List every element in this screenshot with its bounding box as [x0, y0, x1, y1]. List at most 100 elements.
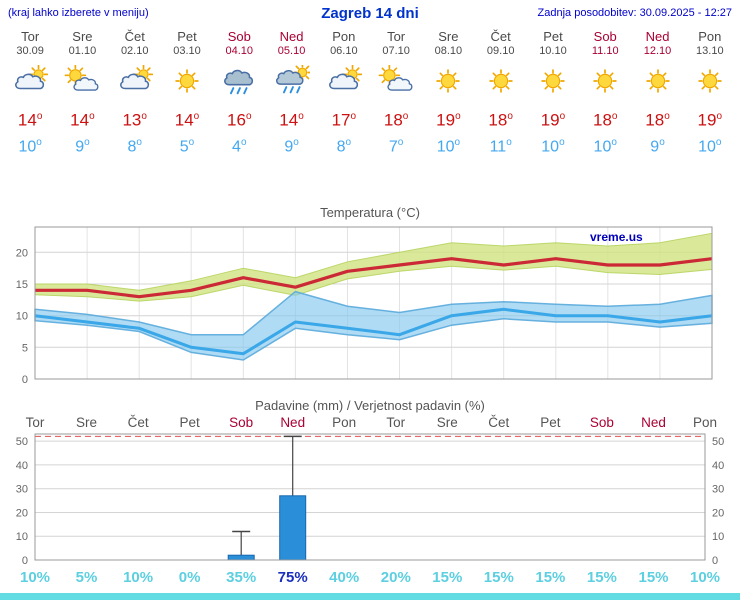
forecast-day: Pet 10.10 19o 10o — [527, 29, 579, 156]
forecast-day: Pon 13.10 19o 10o — [684, 29, 736, 156]
day-date: 13.10 — [696, 45, 724, 57]
min-temperature: 9o — [284, 136, 299, 155]
precip-y-axis-label-right: 20 — [712, 507, 724, 519]
forecast-day: Sre 01.10 14o 9o — [56, 29, 108, 156]
temp-y-axis-label: 0 — [22, 374, 28, 386]
sunny-icon — [579, 65, 631, 99]
max-temperature: 16o — [227, 110, 252, 130]
precip-day-label: Sre — [76, 415, 97, 430]
precip-probability: 15% — [432, 569, 462, 586]
precip-bar — [227, 554, 255, 561]
precip-day-label: Tor — [386, 415, 405, 430]
precip-probability: 40% — [329, 569, 359, 586]
forecast-day: Pon 06.10 17o 8o — [318, 29, 370, 156]
day-name: Ned — [279, 29, 304, 44]
max-temperature: 13o — [122, 110, 147, 130]
precip-probability: 75% — [278, 569, 308, 586]
sunny-icon — [161, 65, 213, 99]
precip-probability: 15% — [535, 569, 565, 586]
max-temperature: 18o — [592, 110, 618, 130]
forecast-day: Ned 12.10 18o 9o — [631, 29, 683, 156]
precip-y-axis-label-left: 10 — [16, 531, 28, 543]
max-temperature: 14o — [174, 110, 200, 130]
precip-day-label: Tor — [26, 415, 45, 430]
day-name: Tor — [387, 29, 406, 44]
max-temperature: 14o — [17, 110, 43, 130]
plot-frame — [34, 433, 706, 561]
day-date: 07.10 — [382, 45, 410, 57]
max-temperature: 19o — [436, 110, 461, 130]
sunny-icon — [475, 65, 527, 99]
precip-day-label: Čet — [128, 415, 149, 430]
precip-y-axis-label-left: 30 — [16, 484, 28, 496]
day-name: Pet — [543, 29, 563, 44]
day-name: Ned — [645, 29, 670, 44]
temperature-chart-title: Temperatura (°C) — [320, 204, 420, 220]
day-name: Sob — [227, 29, 251, 44]
footer-strip — [0, 593, 740, 600]
day-date: 30.09 — [16, 45, 44, 57]
sunny-icon — [684, 65, 736, 99]
precip-y-axis-label-left: 40 — [16, 460, 28, 472]
min-temperature: 8o — [336, 136, 352, 155]
precip-day-label: Pet — [540, 415, 561, 430]
max-temp-line — [35, 257, 713, 299]
forecast-day: Sob 11.10 18o 10o — [579, 29, 631, 156]
temperature-chart: Temperatura (°C) 0 5 10 15 20 vreme.us — [0, 204, 740, 389]
precip-probability: 15% — [638, 569, 668, 586]
day-name: Čet — [490, 29, 511, 44]
min-temperature: 10o — [593, 136, 617, 155]
day-name: Sre — [438, 29, 459, 44]
precip-y-axis-label-right: 40 — [712, 460, 724, 472]
max-temperature: 18o — [488, 110, 513, 130]
max-temperature: 19o — [697, 110, 723, 130]
precip-day-label: Sre — [437, 415, 458, 430]
min-temperature: 10o — [436, 136, 461, 155]
forecast-day: Sre 08.10 19o 10o — [422, 29, 474, 156]
sunny-icon — [422, 65, 474, 99]
min-temperature: 10o — [18, 136, 42, 155]
min-temperature: 9o — [650, 136, 665, 155]
page-header: (kraj lahko izberete v meniju) Zagreb 14… — [0, 0, 740, 27]
precip-probability: 10% — [690, 569, 720, 586]
mostly-cloudy-icon — [4, 64, 56, 99]
temp-y-axis-label: 15 — [16, 279, 28, 291]
sunny-icon — [631, 65, 683, 99]
max-temperature: 14o — [70, 110, 95, 130]
last-update: Zadnja posodobitev: 30.09.2025 - 12:27 — [537, 7, 732, 19]
precip-probability: 0% — [179, 569, 201, 586]
precip-probability: 15% — [587, 569, 617, 586]
forecast-day: Čet 02.10 13o 8o — [109, 29, 161, 156]
precip-day-label: Ned — [641, 415, 666, 430]
day-date: 10.10 — [539, 45, 567, 57]
partly-sunny-icon — [56, 64, 108, 99]
day-date: 02.10 — [120, 45, 149, 57]
day-date: 01.10 — [68, 45, 97, 57]
precip-y-axis-label-left: 50 — [16, 436, 28, 448]
page-title: Zagreb 14 dni — [321, 5, 419, 22]
mostly-cloudy-icon — [318, 64, 370, 99]
day-date: 05.10 — [277, 45, 306, 57]
precip-probability: 10% — [20, 569, 50, 586]
day-name: Pet — [177, 29, 197, 44]
day-name: Sob — [593, 29, 617, 44]
forecast-strip: Tor 30.09 14o 10o Sre 01.10 14o 9o Čet 02.10 13o 8o… — [0, 27, 740, 156]
precip-day-label: Ned — [280, 415, 305, 430]
precip-day-label: Pon — [332, 415, 356, 430]
precip-probability: 35% — [226, 569, 256, 586]
day-date: 12.10 — [643, 45, 672, 57]
day-date: 06.10 — [330, 45, 358, 57]
precip-y-axis-label-right: 30 — [712, 484, 724, 496]
day-name: Tor — [21, 29, 40, 44]
day-date: 09.10 — [486, 45, 515, 57]
day-name: Pon — [698, 29, 722, 44]
temperature-chart-plot: 0 5 10 15 20 vreme.us — [0, 221, 740, 389]
forecast-day: Sob 04.10 16o 4o — [213, 29, 265, 156]
temperature-chart-svg: 0 5 10 15 20 vreme.us — [16, 226, 713, 386]
rain-icon — [213, 65, 265, 99]
precip-day-label: Pon — [693, 415, 717, 430]
day-date: 08.10 — [434, 45, 463, 57]
partly-sunny-icon — [370, 64, 422, 99]
forecast-day: Tor 07.10 18o 7o — [370, 29, 422, 156]
precip-y-axis-label-left: 20 — [16, 507, 28, 519]
